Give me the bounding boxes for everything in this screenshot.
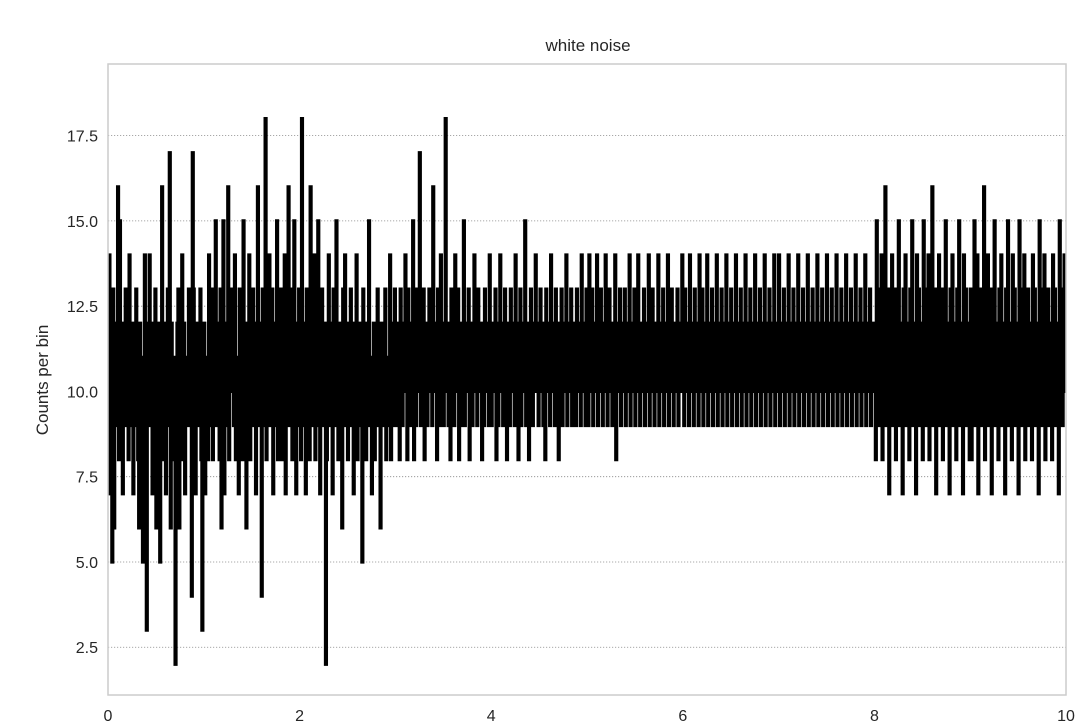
y-axis-label: Counts per bin — [33, 325, 52, 436]
y-axis-ticks: 2.5 5.0 7.5 10.0 12.5 15.0 17.5 — [67, 129, 98, 658]
x-tick-label: 10 — [1057, 708, 1075, 725]
plot-area — [108, 116, 1066, 666]
y-tick-label: 15.0 — [67, 214, 98, 231]
y-tick-label: 12.5 — [67, 299, 98, 316]
x-axis-ticks: 0 2 4 6 8 10 — [104, 708, 1075, 725]
y-tick-label: 17.5 — [67, 129, 98, 146]
y-tick-label: 10.0 — [67, 384, 98, 401]
signal-line — [108, 116, 1066, 666]
x-tick-label: 2 — [295, 708, 304, 725]
x-tick-label: 8 — [870, 708, 879, 725]
y-tick-label: 7.5 — [76, 470, 98, 487]
chart-title: white noise — [544, 36, 630, 55]
y-tick-label: 2.5 — [76, 640, 98, 657]
axes-frame — [107, 63, 1067, 696]
y-tick-label: 5.0 — [76, 555, 98, 572]
x-tick-label: 0 — [104, 708, 113, 725]
x-tick-label: 6 — [678, 708, 687, 725]
x-tick-label: 4 — [487, 708, 496, 725]
